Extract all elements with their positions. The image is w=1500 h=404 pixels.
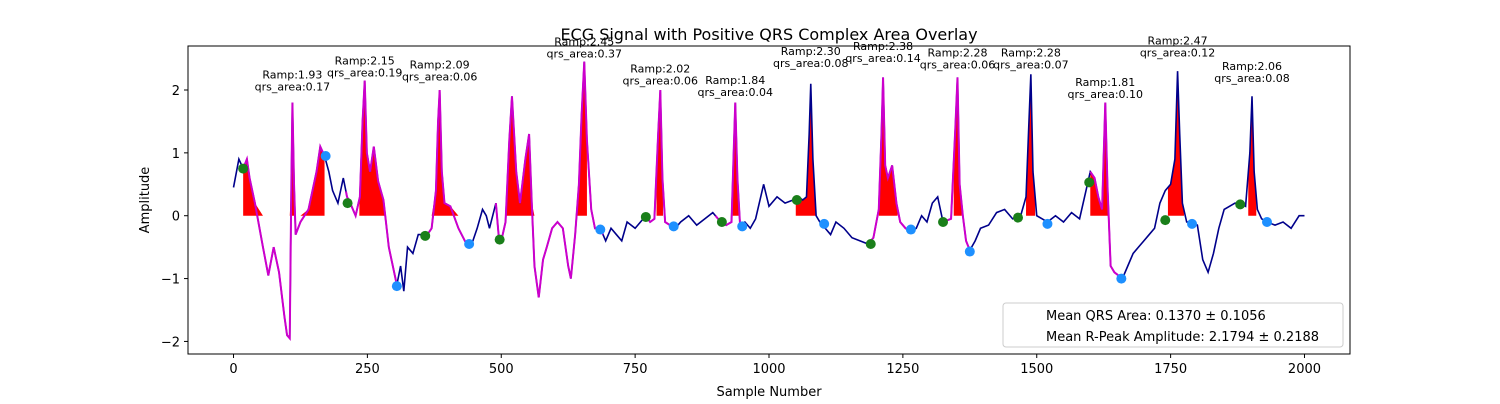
chart-title: ECG Signal with Positive QRS Complex Are… — [560, 25, 977, 44]
qrs-onset-marker — [1013, 212, 1023, 223]
qrs-onset-marker — [342, 198, 353, 209]
qrs-area-fill — [1090, 102, 1110, 216]
overlay-layer — [240, 61, 1124, 341]
qrs-onset-marker — [938, 217, 949, 227]
qrs-overlay-segment — [344, 80, 398, 286]
x-tick-label: 1000 — [752, 362, 785, 377]
qrs-area-fill — [243, 102, 325, 216]
legend: Mean QRS Area: 0.1370 ± 0.1056 Mean R-Pe… — [1002, 302, 1344, 348]
x-tick-label: 1750 — [1154, 362, 1187, 377]
qrs-area-fill — [656, 90, 663, 216]
qrs-offset-marker — [964, 246, 975, 257]
y-tick-label: 1 — [172, 147, 180, 162]
x-tick-label: 0 — [229, 362, 237, 377]
ramp-label: Ramp:1.84 — [705, 74, 765, 87]
qrs-area-label: qrs_area:0.08 — [1214, 72, 1289, 85]
ramp-label: Ramp:2.45 — [554, 36, 614, 49]
qrs-offset-marker — [1187, 218, 1198, 229]
ramp-label: Ramp:2.30 — [781, 45, 841, 58]
qrs-offset-marker — [464, 239, 475, 249]
y-tick-label: 2 — [172, 84, 180, 99]
annotation-layer: Ramp:1.93qrs_area:0.17Ramp:2.15qrs_area:… — [255, 34, 1290, 100]
marker-layer — [238, 151, 1272, 292]
qrs-offset-marker — [1042, 218, 1053, 229]
x-tick-label: 750 — [623, 362, 648, 377]
qrs-area-fill — [795, 83, 818, 216]
y-tick-label: −1 — [161, 273, 180, 288]
qrs-offset-marker — [391, 281, 402, 292]
qrs-overlay-segment — [1089, 102, 1124, 280]
x-tick-label: 250 — [355, 362, 380, 377]
ramp-label: Ramp:1.93 — [262, 68, 322, 81]
qrs-onset-marker — [640, 211, 651, 222]
y-tick-label: −2 — [161, 335, 180, 350]
y-axis-label: Amplitude — [138, 167, 153, 234]
qrs-area-label: qrs_area:0.06 — [920, 58, 995, 71]
ramp-label: Ramp:2.06 — [1222, 60, 1282, 73]
x-tick-label: 1250 — [886, 362, 919, 377]
qrs-overlay-segment — [869, 77, 912, 242]
qrs-onset-marker — [494, 234, 505, 245]
ramp-label: Ramp:2.38 — [853, 40, 913, 53]
qrs-area-label: qrs_area:0.06 — [402, 70, 477, 83]
legend-entry-mean-r-peak-amplitude: Mean R-Peak Amplitude: 2.1794 ± 0.2188 — [1046, 330, 1319, 345]
qrs-area-label: qrs_area:0.04 — [698, 86, 773, 99]
ramp-label: Ramp:2.02 — [630, 63, 690, 76]
qrs-offset-marker — [905, 224, 916, 235]
qrs-onset-marker — [865, 239, 876, 249]
qrs-onset-marker — [791, 195, 802, 205]
qrs-area-label: qrs_area:0.06 — [623, 75, 698, 88]
qrs-onset-marker — [1235, 199, 1246, 210]
qrs-onset-marker — [1084, 177, 1095, 188]
qrs-area-fill — [953, 77, 962, 216]
legend-box — [1002, 302, 1344, 348]
x-tick-label: 2000 — [1288, 362, 1321, 377]
qrs-area-label: qrs_area:0.17 — [255, 80, 330, 93]
qrs-onset-marker — [238, 163, 249, 174]
qrs-area-label: qrs_area:0.37 — [547, 48, 622, 61]
qrs-onset-marker — [1160, 215, 1171, 226]
qrs-area-label: qrs_area:0.14 — [845, 52, 920, 65]
qrs-offset-marker — [320, 151, 331, 161]
qrs-onset-marker — [716, 217, 727, 227]
ramp-label: Ramp:1.81 — [1075, 76, 1135, 89]
x-axis-label: Sample Number — [716, 385, 822, 400]
qrs-offset-marker — [819, 218, 830, 229]
qrs-area-label: qrs_area:0.10 — [1068, 88, 1143, 101]
qrs-area-label: qrs_area:0.07 — [993, 58, 1068, 71]
qrs-offset-marker — [668, 221, 679, 232]
ramp-label: Ramp:2.47 — [1148, 34, 1208, 47]
x-axis: 0 250 500 750 1000 1250 1500 1750 2000 — [229, 354, 1321, 377]
ramp-label: Ramp:2.15 — [335, 55, 395, 68]
ramp-label: Ramp:2.28 — [927, 46, 987, 59]
qrs-area-fill — [1248, 96, 1257, 216]
y-tick-label: 0 — [172, 210, 180, 225]
qrs-overlay-segment — [423, 89, 470, 245]
qrs-onset-marker — [420, 230, 431, 241]
qrs-offset-marker — [1262, 217, 1272, 227]
x-tick-label: 500 — [489, 362, 514, 377]
qrs-area-fill — [1026, 74, 1036, 216]
legend-entry-mean-qrs-area: Mean QRS Area: 0.1370 ± 0.1056 — [1046, 309, 1266, 324]
ramp-label: Ramp:2.28 — [1001, 46, 1061, 59]
plot-area: Ramp:1.93qrs_area:0.17Ramp:2.15qrs_area:… — [232, 34, 1305, 341]
qrs-area-label: qrs_area:0.12 — [1140, 46, 1215, 59]
qrs-offset-marker — [1116, 273, 1127, 284]
ramp-label: Ramp:2.09 — [410, 58, 470, 71]
qrs-area-label: qrs_area:0.08 — [773, 57, 848, 70]
qrs-overlay-segment — [240, 102, 326, 341]
qrs-offset-marker — [737, 221, 748, 232]
qrs-overlay-segment — [942, 77, 971, 251]
qrs-offset-marker — [595, 224, 606, 235]
qrs-overlay-segment — [494, 61, 604, 298]
qrs-area-label: qrs_area:0.19 — [327, 67, 402, 80]
y-axis: −2 −1 0 1 2 — [161, 84, 188, 350]
x-tick-label: 1500 — [1020, 362, 1053, 377]
